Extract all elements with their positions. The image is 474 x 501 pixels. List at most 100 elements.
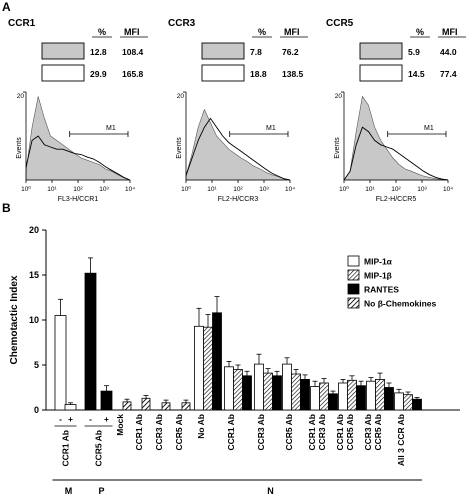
flow-panel-ccr3: CCR3% MFI 7.8 76.2 18.8 138.5 20 Events 10⁰ 10¹ 10…: [168, 18, 308, 203]
legend-label: RANTES: [364, 285, 399, 295]
legend-swatch: [347, 297, 360, 309]
receptor-histogram: [25, 135, 131, 181]
percent-header: %: [258, 27, 266, 37]
histogram-x-label: FL2-H/CCR3: [218, 196, 259, 203]
panel-b-label: B: [2, 201, 11, 215]
percent-header: %: [416, 27, 424, 37]
category-label: CCR5 Ab: [174, 414, 184, 451]
legend-label: No β-Chemokines: [364, 299, 437, 309]
bar-y-tick-label: 0: [34, 405, 39, 415]
percent-value: 7.8: [250, 47, 262, 57]
legend-swatch: [201, 64, 245, 82]
x-tick-label: 10⁴: [443, 186, 453, 193]
mfi-value: 138.5: [282, 69, 304, 79]
bar: [356, 385, 366, 411]
legend-swatch: [347, 255, 360, 267]
percent-value: 14.5: [408, 69, 425, 79]
flow-cytometry-panels: CCR1% MFI 12.8 108.4 29.9 165.8 20 Events 10⁰ 10¹…: [8, 18, 466, 203]
bar-y-tick-label: 5: [34, 360, 39, 370]
bar: [319, 382, 329, 411]
x-tick-label: 10¹: [47, 186, 57, 193]
category-label: CCR1 Ab: [226, 414, 236, 451]
treatment-label: +: [68, 414, 73, 424]
percent-value: 12.8: [90, 47, 107, 57]
category-label: CCR5 Ab: [345, 414, 355, 451]
category-label: CCR3 Ab: [256, 414, 266, 451]
category-label: No Ab: [196, 414, 206, 439]
group-label: M: [65, 486, 73, 496]
bar: [64, 404, 77, 411]
histogram-y-label: Events: [16, 137, 23, 159]
x-tick-label: 10²: [73, 186, 83, 193]
histogram-x-label: FL3-H/CCR1: [58, 196, 99, 203]
x-tick-label: 10³: [417, 186, 427, 193]
isotype-histogram: [343, 95, 449, 181]
bar-y-tick-label: 10: [29, 315, 39, 325]
y-tick-label: 20: [17, 93, 25, 100]
percent-value: 29.9: [90, 69, 107, 79]
bar: [122, 401, 132, 411]
gate-label: M1: [424, 125, 434, 132]
y-tick-label: 20: [335, 93, 343, 100]
bar-legend: MIP-1α MIP-1β RANTES No β-Chemokines: [347, 255, 437, 309]
histogram-x-label: FL2-H/CCR5: [376, 196, 417, 203]
flow-panel-ccr5: CCR5% MFI 5.9 44.0 14.5 77.4 20 Events 10⁰ 10¹ 10²…: [326, 18, 466, 203]
flow-panel-ccr1: CCR1% MFI 12.8 108.4 29.9 165.8 20 Events 10⁰ 10¹…: [8, 18, 148, 203]
bar: [347, 379, 357, 411]
legend-swatch: [347, 283, 360, 295]
category-label: Mock: [115, 414, 125, 436]
bar: [291, 373, 301, 411]
legend-swatch: [359, 42, 403, 60]
flow-panel-title: CCR3: [168, 18, 196, 29]
bar: [403, 394, 413, 411]
histogram-y-label: Events: [176, 137, 183, 159]
bar: [224, 366, 234, 411]
percent-value: 18.8: [250, 69, 267, 79]
category-label: CCR1 Ab: [335, 414, 345, 451]
bar: [254, 363, 264, 411]
isotype-histogram: [185, 108, 291, 181]
bar: [212, 312, 222, 411]
treatment-label: +: [104, 414, 109, 424]
bar-y-label: Chemotactic Index: [9, 275, 20, 364]
category-label: CCR3 Ab: [154, 414, 164, 451]
category-label: CCR5 Ab: [373, 414, 383, 451]
bar: [366, 380, 376, 411]
group-label: P: [98, 486, 104, 496]
receptor-histogram: [185, 117, 291, 181]
gate-label: M1: [106, 125, 116, 132]
histogram-y-label: Events: [334, 137, 341, 159]
bar: [272, 375, 282, 411]
bar: [54, 315, 67, 411]
x-tick-label: 10¹: [365, 186, 375, 193]
legend-swatch: [359, 64, 403, 82]
x-tick-label: 10³: [259, 186, 269, 193]
bar: [181, 402, 191, 411]
x-tick-label: 10⁴: [125, 186, 135, 193]
x-tick-label: 10⁰: [181, 185, 191, 193]
percent-value: 5.9: [408, 47, 420, 57]
bar: [203, 326, 213, 411]
bar: [242, 375, 252, 411]
bar: [412, 398, 422, 411]
category-label: CCR1 Ab: [134, 414, 144, 451]
group-label: N: [267, 486, 274, 496]
legend-label: MIP-1β: [364, 271, 392, 281]
bar: [328, 393, 338, 411]
x-tick-label: 10⁰: [21, 185, 31, 193]
bar: [161, 402, 171, 411]
category-label: CCR1 Ab: [307, 414, 317, 451]
mfi-header: MFI: [284, 27, 300, 37]
mfi-value: 44.0: [440, 47, 457, 57]
gate-label: M1: [266, 125, 276, 132]
bar: [100, 390, 113, 411]
x-tick-label: 10²: [391, 186, 401, 193]
legend-swatch: [41, 64, 85, 82]
bar: [233, 369, 243, 411]
category-label: CCR5 Ab: [284, 414, 294, 451]
mfi-value: 77.4: [440, 69, 457, 79]
bar: [84, 272, 97, 411]
bar: [263, 372, 273, 411]
mfi-header: MFI: [442, 27, 458, 37]
